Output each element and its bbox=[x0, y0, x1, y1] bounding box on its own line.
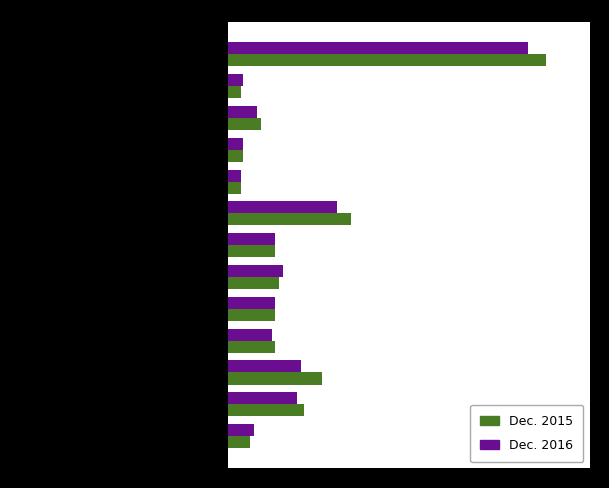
Bar bbox=[228, 213, 351, 225]
Bar bbox=[228, 138, 243, 150]
Bar bbox=[228, 150, 243, 162]
Bar bbox=[228, 118, 261, 130]
Bar bbox=[228, 404, 304, 416]
Bar bbox=[228, 182, 241, 194]
Bar bbox=[228, 297, 275, 309]
Bar bbox=[228, 74, 243, 86]
Bar bbox=[228, 54, 546, 66]
Bar bbox=[228, 169, 241, 182]
Bar bbox=[228, 424, 254, 436]
Bar bbox=[228, 392, 297, 404]
Bar bbox=[228, 436, 250, 448]
Bar bbox=[228, 42, 528, 54]
Bar bbox=[228, 233, 275, 245]
Bar bbox=[228, 106, 257, 118]
Bar bbox=[228, 86, 241, 98]
Bar bbox=[228, 372, 322, 385]
Bar bbox=[228, 265, 283, 277]
Bar bbox=[228, 328, 272, 341]
Bar bbox=[228, 202, 337, 213]
Bar bbox=[228, 309, 275, 321]
Bar bbox=[228, 277, 279, 289]
Legend: Dec. 2015, Dec. 2016: Dec. 2015, Dec. 2016 bbox=[470, 405, 583, 462]
Bar bbox=[228, 245, 275, 257]
Bar bbox=[228, 360, 301, 372]
Bar bbox=[228, 341, 275, 353]
